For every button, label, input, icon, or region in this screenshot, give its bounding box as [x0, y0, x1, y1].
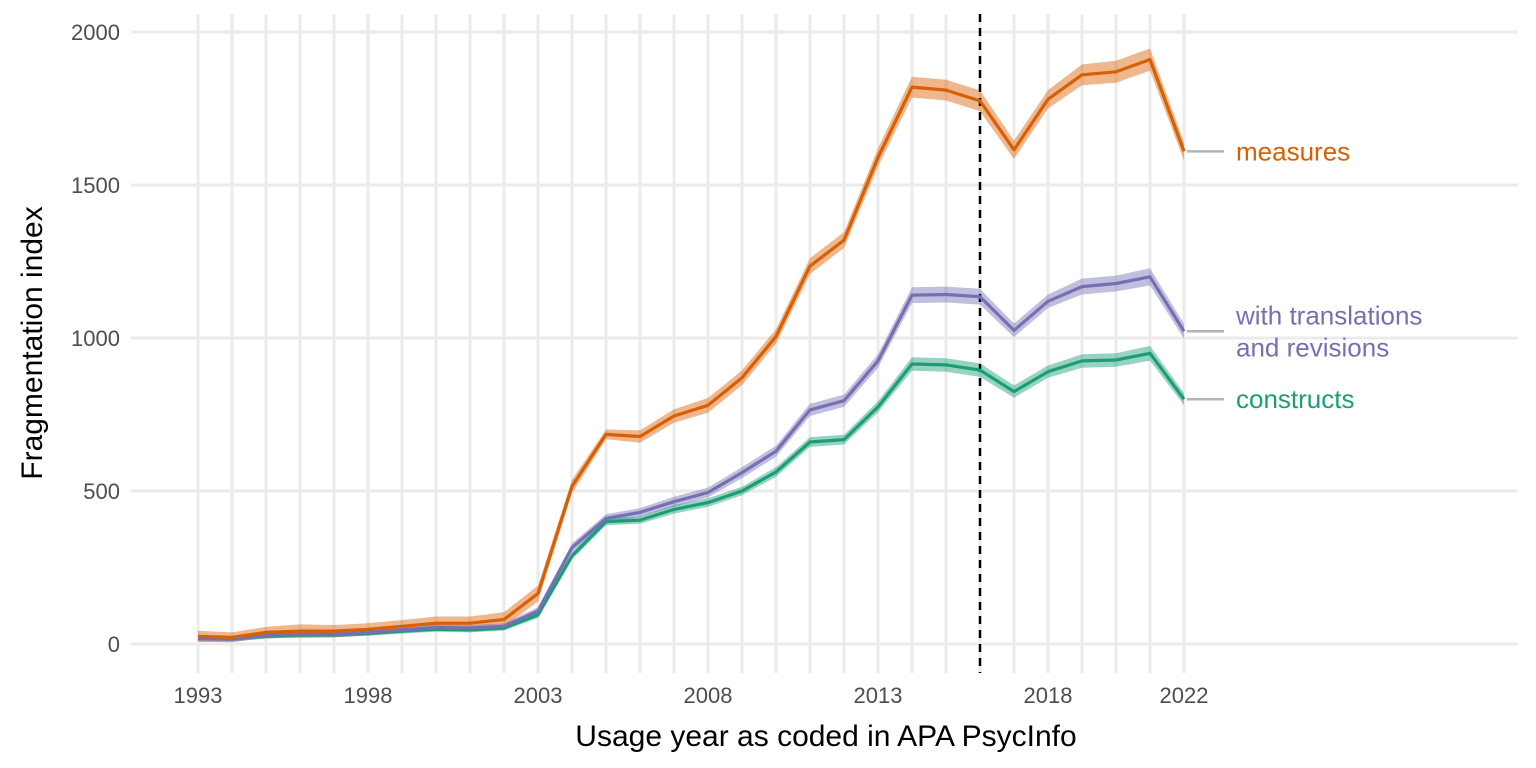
- series-label-text: measures: [1236, 136, 1350, 166]
- x-tick-label: 1993: [174, 683, 223, 708]
- grid-lines: [131, 14, 1518, 673]
- confidence-bands: [198, 48, 1184, 643]
- y-tick-label: 0: [108, 632, 120, 657]
- label-leader-lines: [1187, 150, 1224, 401]
- series-label-text: constructs: [1236, 384, 1355, 414]
- confidence-band-with: [198, 268, 1184, 642]
- y-tick-label: 1000: [71, 326, 120, 351]
- x-tick-label: 2013: [854, 683, 903, 708]
- x-tick-label: 2003: [514, 683, 563, 708]
- x-tick-label: 2018: [1024, 683, 1073, 708]
- y-tick-label: 1500: [71, 173, 120, 198]
- series-label-text: and revisions: [1236, 332, 1389, 362]
- x-tick-labels: 1993 1998 2003 2008 2013 2018 2022: [174, 683, 1209, 708]
- y-tick-label: 500: [83, 479, 120, 504]
- y-axis-title: Fragmentation index: [16, 206, 49, 480]
- series-line-with: [197, 275, 1186, 641]
- confidence-band-measures: [198, 48, 1184, 643]
- series-label-text: with translations: [1235, 300, 1422, 330]
- x-tick-label: 1998: [344, 683, 393, 708]
- y-tick-label: 2000: [71, 20, 120, 45]
- x-tick-label: 2008: [684, 683, 733, 708]
- series-line-measures: [197, 57, 1186, 639]
- x-axis-title: Usage year as coded in APA PsycInfo: [575, 720, 1076, 753]
- y-tick-labels: 0 500 1000 1500 2000: [71, 20, 120, 657]
- x-tick-label: 2022: [1160, 683, 1209, 708]
- series-lines: [197, 57, 1186, 641]
